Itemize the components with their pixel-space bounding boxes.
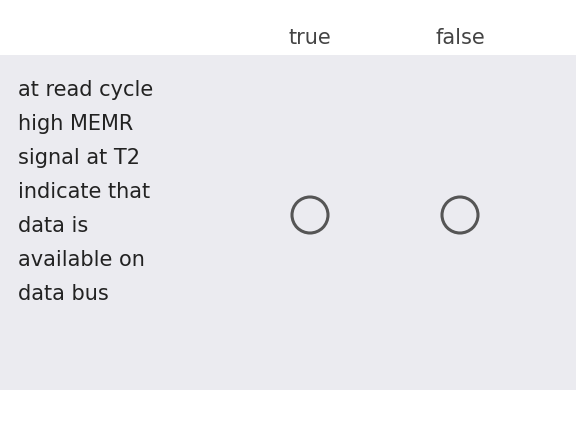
Text: data is: data is [18,216,88,236]
Text: indicate that: indicate that [18,182,150,202]
Text: signal at T2: signal at T2 [18,148,140,168]
Text: high MEMR: high MEMR [18,114,133,134]
Bar [0,55,576,390]
Text: available on: available on [18,250,145,270]
Text: at read cycle: at read cycle [18,80,153,100]
Text: data bus: data bus [18,284,109,304]
Text: false: false [435,28,485,48]
Text: true: true [289,28,331,48]
